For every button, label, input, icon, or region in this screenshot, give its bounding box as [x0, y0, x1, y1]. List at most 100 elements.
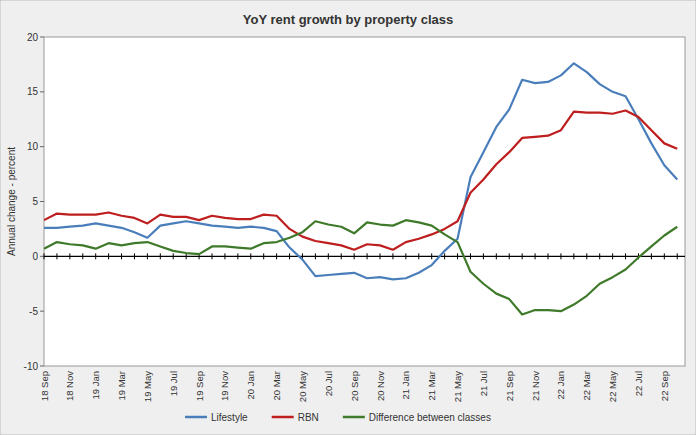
chart: YoY rent growth by property class Annual … — [0, 0, 696, 435]
x-tick-label: 22 Sep — [659, 371, 670, 401]
x-tick — [237, 253, 238, 259]
x-tick — [599, 253, 600, 259]
x-tick — [108, 253, 109, 259]
x-tick-label: 20 Nov — [375, 371, 386, 401]
zero-line — [44, 256, 685, 257]
x-tick-label: 21 May — [452, 371, 463, 402]
y-tick — [40, 201, 44, 202]
x-tick — [134, 253, 135, 259]
y-tick-label: 0 — [32, 251, 38, 262]
legend-label: Lifestyle — [211, 412, 248, 423]
y-tick-label: -5 — [29, 306, 38, 317]
x-tick-label: 22 Jan — [555, 371, 566, 400]
x-tick — [651, 253, 652, 259]
x-tick-label: 19 Mar — [116, 371, 127, 401]
x-tick-label: 20 Mar — [271, 371, 282, 401]
x-tick — [95, 253, 96, 259]
x-tick — [69, 253, 70, 259]
y-tick-label: 20 — [27, 32, 39, 43]
x-tick — [612, 253, 613, 259]
series-line — [44, 220, 677, 314]
y-tick-label: 10 — [27, 141, 39, 152]
x-tick — [263, 253, 264, 259]
series-group — [44, 63, 677, 314]
x-tick-label: 20 Jul — [323, 371, 334, 396]
x-tick — [212, 253, 213, 259]
y-tick — [40, 37, 44, 38]
x-tick — [341, 253, 342, 259]
x-tick — [392, 253, 393, 259]
x-tick-label: 21 Sep — [504, 371, 515, 401]
x-tick — [250, 253, 251, 259]
x-tick — [560, 253, 561, 259]
y-tick — [40, 146, 44, 147]
x-tick-label: 21 Jan — [400, 371, 411, 400]
x-tick — [82, 253, 83, 259]
x-tick — [173, 253, 174, 259]
x-tick — [186, 253, 187, 259]
x-tick — [380, 253, 381, 259]
x-tick-label: 22 Jul — [633, 371, 644, 396]
x-tick — [457, 253, 458, 259]
x-tick — [496, 253, 497, 259]
y-tick-label: 5 — [32, 196, 38, 207]
legend-label: RBN — [298, 412, 319, 423]
x-tick-label: 18 Nov — [64, 371, 75, 401]
x-tick-label: 21 Mar — [426, 371, 437, 401]
y-tick — [40, 256, 44, 257]
x-tick — [367, 253, 368, 259]
y-axis-title: Annual change - percent — [6, 147, 17, 256]
x-tick — [276, 253, 277, 259]
x-tick-label: 22 Mar — [581, 371, 592, 401]
legend-swatch — [185, 416, 207, 419]
x-tick — [224, 253, 225, 259]
x-tick — [289, 253, 290, 259]
x-tick-label: 19 Jan — [90, 371, 101, 400]
x-tick — [160, 253, 161, 259]
x-tick — [44, 253, 45, 259]
x-tick-label: 20 Sep — [349, 371, 360, 401]
x-tick-label: 19 May — [142, 371, 153, 402]
x-tick-label: 18 Sep — [39, 371, 50, 401]
x-tick — [444, 253, 445, 259]
y-tick — [40, 311, 44, 312]
legend-swatch — [272, 416, 294, 419]
x-tick — [470, 253, 471, 259]
x-tick — [328, 253, 329, 259]
x-tick — [121, 253, 122, 259]
x-tick — [548, 253, 549, 259]
x-tick-label: 20 Jan — [245, 371, 256, 400]
x-tick — [418, 253, 419, 259]
x-tick — [573, 253, 574, 259]
background — [0, 0, 696, 435]
x-tick-label: 19 Jul — [168, 371, 179, 396]
x-tick — [509, 253, 510, 259]
x-tick — [147, 253, 148, 259]
y-tick — [40, 366, 44, 367]
x-tick-label: 21 Nov — [530, 371, 541, 401]
x-tick — [535, 253, 536, 259]
x-tick — [664, 253, 665, 259]
x-tick — [354, 253, 355, 259]
x-tick — [315, 253, 316, 259]
x-tick — [677, 253, 678, 259]
legend-swatch — [343, 416, 365, 419]
series-line — [44, 63, 677, 279]
plot-area — [44, 37, 685, 366]
x-tick — [431, 253, 432, 259]
x-tick-label: 19 Sep — [194, 371, 205, 401]
x-tick — [405, 253, 406, 259]
y-tick-label: -10 — [24, 361, 39, 372]
x-tick-label: 20 May — [297, 371, 308, 402]
x-tick — [625, 253, 626, 259]
x-tick — [56, 253, 57, 259]
x-tick-label: 22 May — [607, 371, 618, 402]
x-tick — [483, 253, 484, 259]
x-tick-label: 19 Nov — [219, 371, 230, 401]
x-tick — [586, 253, 587, 259]
y-tick-label: 15 — [27, 86, 39, 97]
title: YoY rent growth by property class — [243, 12, 453, 27]
y-tick — [40, 91, 44, 92]
x-tick — [522, 253, 523, 259]
legend-label: Difference between classes — [369, 412, 491, 423]
